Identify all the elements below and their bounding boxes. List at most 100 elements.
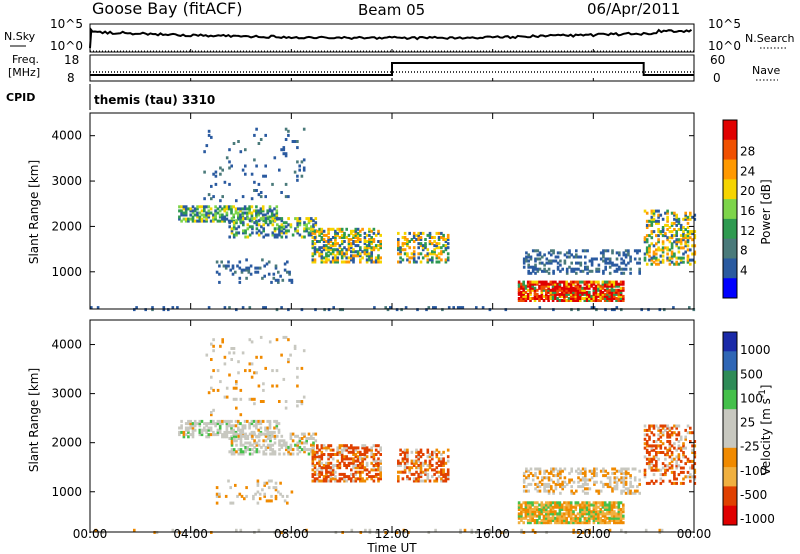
echo-cell (620, 489, 623, 493)
echo-cell (322, 446, 326, 450)
echo-cell (274, 497, 278, 501)
echo-cell (588, 512, 591, 516)
echo-cell (679, 234, 683, 238)
echo-cell (525, 489, 528, 493)
echo-cell (670, 453, 674, 457)
echo-cell (180, 213, 183, 217)
echo-cell (664, 446, 667, 450)
echo-cell (352, 229, 355, 233)
echo-cell (237, 215, 240, 219)
echo-cell (325, 468, 328, 472)
echo-cell (594, 510, 598, 514)
echo-cell (374, 468, 378, 472)
echo-cell (670, 221, 674, 225)
echo-cell (379, 468, 382, 472)
echo-cell (615, 280, 618, 284)
echo-cell (682, 466, 685, 470)
echo-cell (370, 258, 373, 262)
echo-cell (275, 213, 279, 217)
echo-cell (354, 244, 358, 248)
echo-cell (545, 519, 548, 522)
echo-cell (615, 482, 619, 486)
echo-cell (428, 258, 432, 262)
echo-cell (271, 369, 274, 373)
echo-cell (602, 469, 605, 473)
echo-cell (551, 292, 555, 296)
echo-cell (590, 297, 593, 300)
echo-cell (602, 249, 605, 253)
echo-cell (554, 286, 557, 290)
echo-cell (300, 432, 304, 436)
echo-cell (269, 445, 272, 449)
echo-cell (534, 249, 537, 253)
echo-cell (374, 244, 378, 248)
echo-cell (673, 262, 676, 266)
echo-cell (273, 207, 276, 211)
echo-cell (230, 207, 233, 211)
echo-cell (675, 459, 678, 463)
echo-cell (316, 453, 319, 456)
echo-cell (594, 503, 598, 507)
echo-cell (440, 472, 443, 476)
echo-cell (659, 481, 663, 485)
echo-cell (527, 469, 530, 473)
echo-cell (527, 482, 530, 486)
echo-cell (232, 233, 236, 237)
echo-cell (415, 448, 418, 452)
echo-cell (636, 261, 639, 265)
echo-cell (379, 461, 382, 465)
echo-cell (627, 261, 630, 265)
echo-cell (567, 505, 571, 509)
echo-cell (529, 508, 532, 511)
echo-cell (603, 521, 607, 525)
echo-cell (268, 419, 272, 423)
echo-cell (262, 235, 265, 239)
echo-cell (370, 453, 373, 456)
echo-cell (619, 282, 623, 286)
echo-cell (554, 292, 557, 296)
echo-cell (547, 519, 550, 522)
echo-cell (655, 462, 658, 466)
echo-cell (298, 441, 302, 445)
echo-cell (682, 238, 685, 242)
echo-cell (239, 213, 242, 217)
echo-cell (655, 468, 658, 472)
echo-cell (184, 422, 188, 426)
echo-cell (524, 286, 528, 290)
echo-cell (522, 489, 526, 493)
echo-cell (244, 441, 247, 445)
echo-cell (343, 236, 346, 239)
echo-cell (327, 250, 330, 254)
echo-cell (287, 358, 290, 361)
colorbar-frame (722, 119, 738, 299)
echo-cell (270, 433, 274, 437)
nsearch-tick-top: 10^5 (708, 17, 741, 31)
echo-cell (397, 244, 400, 248)
echo-cell (569, 521, 573, 525)
echo-cell (343, 479, 346, 483)
echo-cell (661, 246, 665, 250)
echo-cell (347, 260, 351, 264)
echo-cell (531, 284, 534, 288)
echo-cell (666, 211, 669, 215)
cpid-text: themis (tau) 3310 (94, 93, 215, 107)
echo-cell (223, 430, 226, 434)
echo-cell (606, 471, 610, 475)
echo-cell (538, 294, 541, 298)
echo-cell (691, 244, 694, 248)
echo-cell (527, 269, 530, 273)
echo-cell (320, 444, 324, 448)
echo-cell (320, 472, 324, 476)
echo-cell (560, 508, 564, 511)
echo-cell (245, 258, 248, 262)
echo-cell (234, 207, 238, 211)
echo-cell (547, 267, 551, 271)
echo-cell (239, 443, 243, 447)
echo-cell (428, 464, 432, 467)
echo-cell (234, 435, 238, 439)
echo-cell (659, 230, 663, 234)
echo-cell (377, 258, 380, 262)
echo-cell (540, 297, 544, 300)
echo-cell (533, 290, 537, 294)
